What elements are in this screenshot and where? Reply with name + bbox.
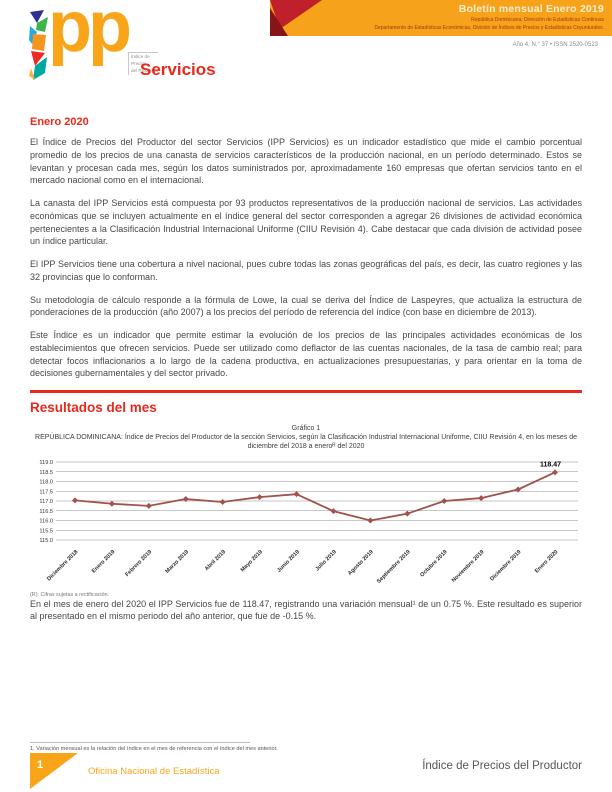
data-point-marker: [182, 495, 189, 502]
chart-subtitle: REPÚBLICA DOMINICANA: Índice de Precios …: [35, 433, 577, 451]
edition-info: Año 4, N.° 37 • ISSN 2520-0523: [512, 42, 598, 48]
intro-paragraph-1: El Índice de Precios del Productor del s…: [30, 137, 582, 186]
intro-paragraph-5: Este Índice es un indicador que permite …: [30, 330, 582, 379]
banner-text: Boletín mensual Enero 2019 República Dom…: [374, 3, 604, 33]
y-axis-tick: 118.5: [39, 469, 53, 475]
x-axis-label: Febrero 2019: [124, 549, 153, 578]
data-point-marker: [219, 498, 226, 505]
x-axis-label: Junio 2019: [276, 549, 301, 574]
header-banner: Boletín mensual Enero 2019 República Dom…: [270, 0, 612, 36]
y-axis-tick: 117.5: [39, 489, 53, 495]
page-triangle-shape: [30, 753, 78, 789]
main-content: Enero 2020 El Índice de Precios del Prod…: [30, 116, 582, 633]
x-axis-label: Diciembre 2018: [46, 549, 79, 582]
x-axis-label: Octubre 2019: [419, 549, 448, 578]
page-number: 1: [37, 759, 43, 771]
ipp-trend-line: [74, 471, 556, 522]
y-axis-tick: 116.0: [39, 518, 53, 524]
ipp-services-line-chart: 115.0 115.5 116.0 116.5 117.0 117.5 118.0 118.5…: [39, 460, 578, 585]
x-axis-label: Julio 2019: [314, 549, 337, 572]
section-heading-month: Enero 2020: [30, 116, 89, 128]
tagline-line-2: Precios: [131, 60, 147, 66]
section-heading-results: Resultados del mes: [30, 399, 157, 415]
data-point-marker: [256, 493, 263, 500]
data-point-marker: [330, 507, 337, 514]
banner-red-accent-icon: [270, 0, 322, 36]
intro-paragraph-2: La canasta del IPP Servicios está compue…: [30, 198, 582, 247]
x-axis-label: Enero 2020: [534, 549, 559, 574]
chart-note: (R): Cifras sujetas a rectificación.: [30, 591, 110, 598]
x-axis-label: Diciembre 2019: [489, 549, 522, 582]
intro-paragraph-4: Su metodología de cálculo responde a la …: [30, 294, 582, 318]
data-point-marker: [293, 490, 300, 497]
x-axis-label: Septiembre 2019: [376, 549, 412, 585]
x-axis-label: Abril 2019: [204, 549, 227, 572]
tagline-line-1: Índice de: [131, 54, 150, 59]
x-axis-label: Mayo 2019: [240, 549, 264, 573]
sector-title: Servicios: [140, 60, 216, 79]
bulletin-title: Boletín mensual Enero 2019: [458, 3, 604, 15]
y-axis-tick: 115.5: [39, 528, 53, 534]
chart-title: Gráfico 1: [291, 424, 321, 432]
y-axis-tick: 117.0: [39, 499, 53, 505]
data-point-marker: [367, 517, 374, 524]
x-axis-label: Enero 2019: [91, 549, 116, 574]
document-title: Índice de Precios del Productor: [422, 760, 582, 772]
chart-block: Gráfico 1 REPÚBLICA DOMINICANA: Índice d…: [30, 425, 582, 598]
intro-paragraph-3: El IPP Servicios tiene una cobertura a n…: [30, 259, 582, 282]
footnote-divider: [30, 742, 250, 743]
data-point-marker: [441, 497, 448, 504]
data-point-marker: [552, 468, 558, 475]
page-number-triangle: 1: [30, 753, 78, 789]
y-axis-tick: 115.0: [39, 538, 53, 544]
data-point-marker: [72, 497, 78, 504]
data-point-marker: [145, 502, 152, 509]
ipp-logo-letters: pp: [48, 0, 132, 67]
y-axis-tick: 119.0: [39, 460, 53, 466]
tagline-line-3: del Productor: [131, 67, 159, 73]
ipp-logo-tagline: Índice de Precios del Productor: [128, 52, 159, 75]
data-point-marker: [515, 486, 522, 493]
data-point-marker: [108, 500, 115, 507]
y-axis-tick: 118.0: [39, 479, 53, 485]
analysis-paragraph: En el mes de enero del 2020 el IPP Servi…: [30, 598, 582, 622]
footnote: 1. Variación mensual es la relación del …: [30, 746, 278, 752]
x-axis-label: Noviembre 2019: [451, 549, 486, 584]
x-axis-label: Marzo 2019: [165, 549, 191, 575]
ipp-logo: pp Índice de Precios del Productor Servi…: [28, 0, 308, 92]
last-point-value-label: 118.47: [540, 461, 561, 468]
x-axis-label: Agosto 2019: [347, 549, 375, 577]
y-axis-tick: 116.5: [39, 508, 53, 514]
banner-subtitle-2: Departamento de Estadísticas Económicas,…: [374, 24, 604, 31]
data-point-marker: [404, 510, 411, 517]
ipp-logo-mosaic-i-icon: [29, 10, 48, 80]
banner-subtitle-1: República Dominicana; Dirección de Estad…: [471, 17, 604, 23]
organization-name: Oficina Nacional de Estadística: [88, 766, 220, 777]
data-point-marker: [478, 494, 485, 501]
section-divider: [30, 390, 582, 393]
